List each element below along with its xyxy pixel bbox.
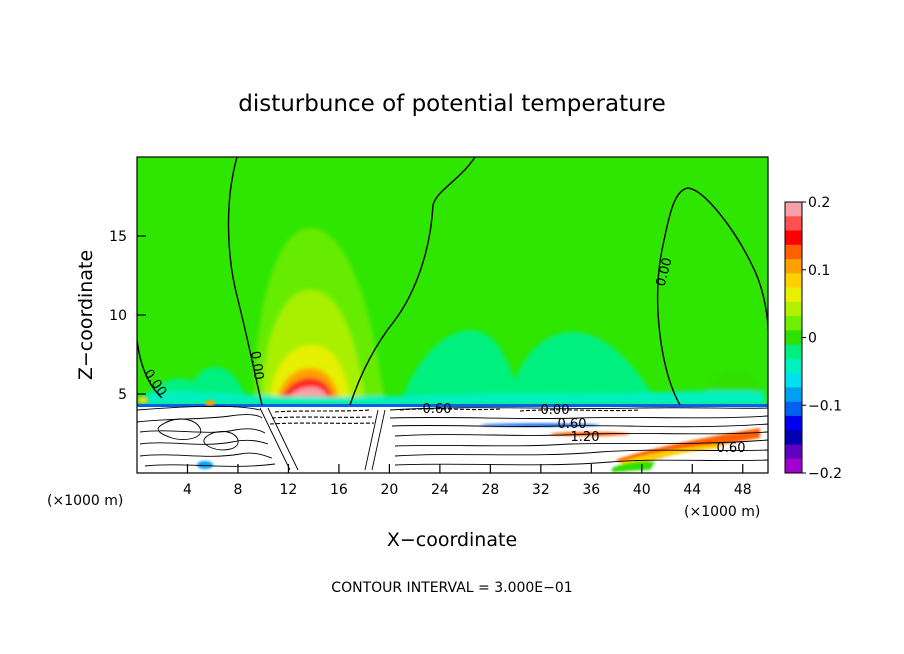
- colorbar-swatch: [785, 316, 802, 331]
- colorbar-tick-label: 0.2: [808, 195, 830, 211]
- x-tick-label: 4: [183, 482, 192, 498]
- y-tick-label: 10: [109, 308, 127, 324]
- colorbar-tick-label: 0: [808, 331, 817, 347]
- colorbar-swatch: [785, 259, 802, 274]
- colorbar-swatch: [785, 387, 802, 403]
- x-tick-label: 48: [734, 482, 752, 498]
- colorbar-swatch: [785, 458, 802, 474]
- colorbar-swatch: [785, 230, 802, 246]
- y-tick-label: 15: [109, 229, 127, 245]
- colorbar-swatch: [785, 430, 802, 445]
- colorbar-swatch: [785, 301, 802, 317]
- y-axis-label: Z−coordinate: [75, 250, 97, 380]
- x-unit-left: (×1000 m): [47, 493, 123, 509]
- x-tick-label: 12: [280, 482, 298, 498]
- colorbar-swatch: [785, 401, 802, 417]
- colorbar-swatch: [785, 373, 802, 388]
- contour-label: 0.00: [541, 403, 570, 418]
- colorbar: [784, 201, 803, 474]
- x-tick-label: 36: [582, 482, 600, 498]
- colorbar-swatch: [785, 287, 802, 303]
- y-tick-label: 5: [118, 387, 127, 403]
- x-tick-label: 20: [380, 482, 398, 498]
- colorbar-tick-label: −0.1: [808, 398, 842, 414]
- x-tick-label: 16: [330, 482, 348, 498]
- contour-label: 0.60: [717, 441, 746, 456]
- colorbar-tick-label: 0.1: [808, 263, 830, 279]
- colorbar-swatch: [785, 244, 802, 260]
- x-axis-label: X−coordinate: [387, 529, 517, 551]
- x-tick-label: 24: [431, 482, 449, 498]
- colorbar-swatch: [785, 358, 802, 374]
- contour-label: 0.60: [423, 402, 452, 417]
- colorbar-swatch: [785, 444, 802, 460]
- x-tick-label: 28: [481, 482, 499, 498]
- colorbar-swatch: [785, 216, 802, 232]
- x-axis: 4 8 12 16 20 24 28 32 36 40 44 48: [183, 464, 752, 498]
- x-unit-right: (×1000 m): [684, 504, 760, 520]
- x-tick-label: 40: [633, 482, 651, 498]
- colorbar-ticks: 0.2 0.1 0 −0.1 −0.2: [802, 195, 842, 482]
- colorbar-tick-label: −0.2: [808, 466, 842, 482]
- colorbar-swatch: [785, 415, 802, 431]
- contour-interval-note: CONTOUR INTERVAL = 3.000E−01: [331, 580, 572, 596]
- colorbar-swatch: [785, 330, 802, 346]
- contour-label: 0.00: [247, 350, 266, 381]
- x-tick-label: 8: [233, 482, 242, 498]
- contour-label: 0.60: [558, 417, 587, 432]
- chart-title: disturbunce of potential temperature: [238, 91, 666, 117]
- x-tick-label: 44: [683, 482, 701, 498]
- colorbar-swatch: [785, 344, 802, 360]
- colorbar-swatch: [785, 202, 802, 217]
- contour-label: 0.00: [654, 256, 676, 288]
- plot-area: [137, 157, 768, 473]
- x-tick-label: 32: [532, 482, 550, 498]
- y-axis: 5 10 15: [109, 229, 146, 403]
- contour-label: 1.20: [571, 430, 600, 445]
- colorbar-swatch: [785, 273, 802, 289]
- contour-labels: 0.000.000.000.000.600.601.200.60: [140, 256, 745, 456]
